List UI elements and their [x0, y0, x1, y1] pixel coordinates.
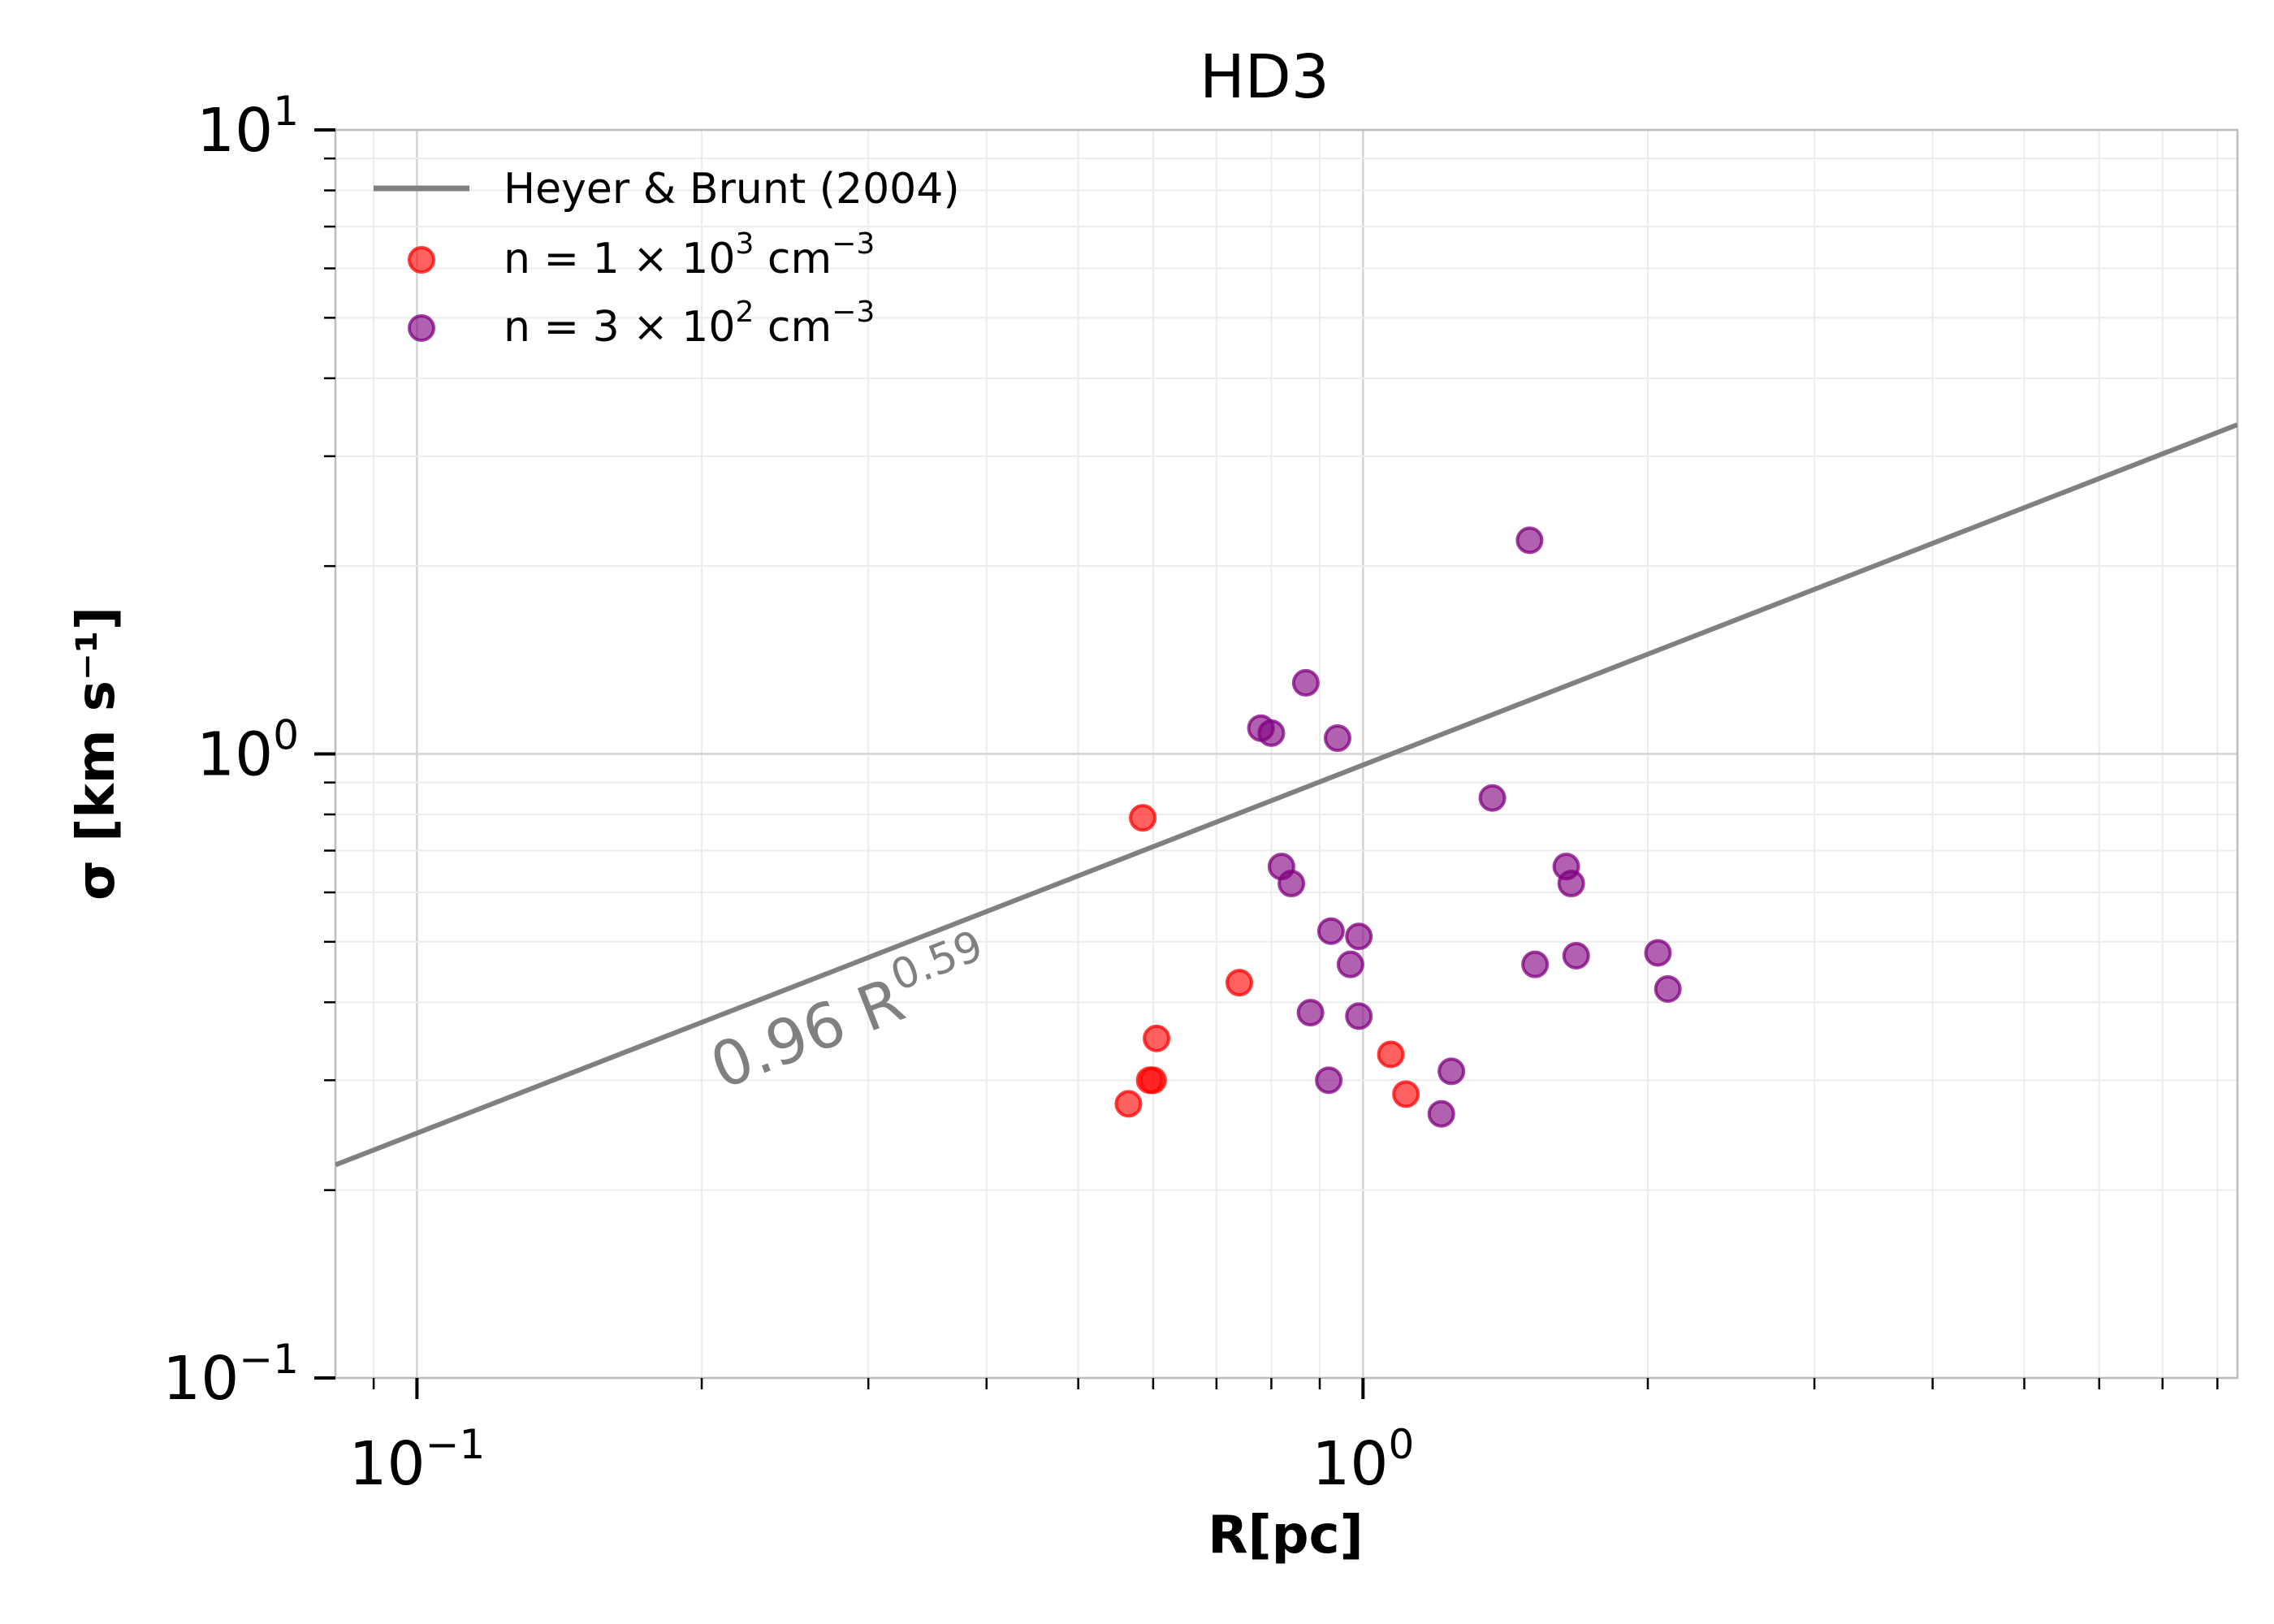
legend-label-red: n = 1 × 103 cm−3 — [504, 227, 875, 283]
series-red — [1114, 804, 1420, 1118]
legend-label-purple: n = 3 × 102 cm−3 — [504, 296, 875, 352]
data-point — [1316, 917, 1345, 945]
y-axis-label: σ [km s⁻¹] — [67, 607, 127, 901]
grid — [335, 128, 2237, 1380]
data-point — [1345, 1002, 1373, 1030]
y-tick-label: 10−1 — [162, 1336, 299, 1414]
y-tick-label: 101 — [197, 88, 299, 166]
x-axis-label: R[pc] — [1208, 1505, 1364, 1566]
data-point — [1225, 969, 1253, 997]
data-point — [1437, 1057, 1466, 1086]
legend-marker-red — [408, 246, 435, 274]
data-point — [1315, 1066, 1343, 1095]
data-point — [1562, 941, 1590, 970]
data-point — [1323, 724, 1351, 753]
data-point — [1392, 1080, 1420, 1108]
legend-label-heyer-brunt: Heyer & Brunt (2004) — [504, 165, 960, 214]
x-tick-label: 10−1 — [348, 1421, 485, 1499]
data-point — [1296, 999, 1325, 1027]
legend: Heyer & Brunt (2004) n = 1 × 103 cm−3 n … — [374, 165, 960, 352]
data-point — [1478, 784, 1507, 812]
data-point — [1515, 526, 1544, 555]
series-purple — [1247, 526, 1682, 1128]
data-point — [1291, 668, 1320, 697]
plot-area — [335, 422, 2237, 1168]
data-point — [1278, 870, 1306, 898]
x-tick-label: 100 — [1312, 1421, 1414, 1499]
tick-labels: 10−1 100 10−1 100 101 — [162, 88, 1414, 1499]
data-point — [1336, 950, 1364, 978]
data-point — [1143, 1024, 1171, 1052]
data-point — [1654, 975, 1682, 1004]
y-tick-label: 100 — [197, 712, 299, 790]
chart-title: HD3 — [1200, 42, 1329, 112]
data-point — [1129, 804, 1157, 832]
data-point — [1345, 922, 1373, 951]
data-point — [1427, 1099, 1455, 1128]
data-point — [1521, 950, 1550, 978]
data-point — [1377, 1040, 1405, 1069]
data-point — [1114, 1090, 1143, 1118]
ticks — [314, 128, 2219, 1399]
data-point — [1644, 939, 1672, 967]
data-point — [1135, 1066, 1164, 1095]
legend-marker-purple — [408, 314, 435, 342]
data-point — [1257, 719, 1286, 747]
data-point — [1557, 870, 1585, 898]
fit-line — [335, 422, 2237, 1168]
fit-annotation: 0.96 R0.59 — [698, 922, 1001, 1104]
